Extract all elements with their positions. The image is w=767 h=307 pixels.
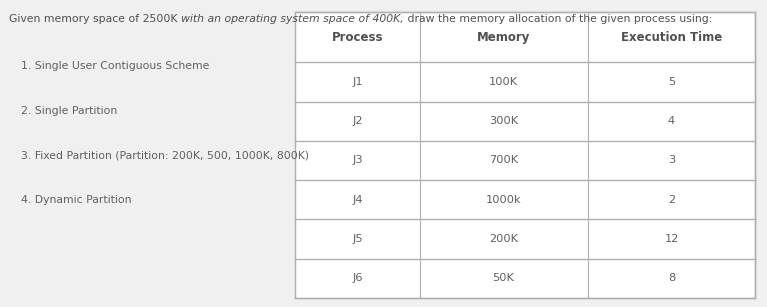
Text: J4: J4 xyxy=(352,195,363,205)
Text: 1000k: 1000k xyxy=(486,195,522,205)
Text: Given memory space of 2500K: Given memory space of 2500K xyxy=(9,14,181,24)
Text: Memory: Memory xyxy=(477,31,530,44)
Text: 300K: 300K xyxy=(489,116,518,126)
Text: 12: 12 xyxy=(664,234,679,244)
Text: J6: J6 xyxy=(352,273,363,283)
Text: 4. Dynamic Partition: 4. Dynamic Partition xyxy=(21,195,132,205)
Text: with an operating system space of 400K,: with an operating system space of 400K, xyxy=(181,14,404,24)
Text: 1. Single User Contiguous Scheme: 1. Single User Contiguous Scheme xyxy=(21,61,210,72)
Text: J1: J1 xyxy=(352,77,363,87)
Text: J5: J5 xyxy=(352,234,363,244)
Text: 8: 8 xyxy=(668,273,675,283)
Text: Execution Time: Execution Time xyxy=(621,31,723,44)
Text: 2: 2 xyxy=(668,195,675,205)
Text: 3: 3 xyxy=(668,155,675,165)
Text: 50K: 50K xyxy=(492,273,515,283)
Text: 200K: 200K xyxy=(489,234,518,244)
Text: 4: 4 xyxy=(668,116,675,126)
Text: 3. Fixed Partition (Partition: 200K, 500, 1000K, 800K): 3. Fixed Partition (Partition: 200K, 500… xyxy=(21,150,310,161)
Text: J2: J2 xyxy=(352,116,363,126)
Text: 5: 5 xyxy=(668,77,675,87)
Text: 2. Single Partition: 2. Single Partition xyxy=(21,106,117,116)
Text: J3: J3 xyxy=(352,155,363,165)
Text: draw the memory allocation of the given process using:: draw the memory allocation of the given … xyxy=(404,14,713,24)
FancyBboxPatch shape xyxy=(295,12,755,298)
Text: 100K: 100K xyxy=(489,77,518,87)
Text: Process: Process xyxy=(331,31,384,44)
Text: 700K: 700K xyxy=(489,155,518,165)
